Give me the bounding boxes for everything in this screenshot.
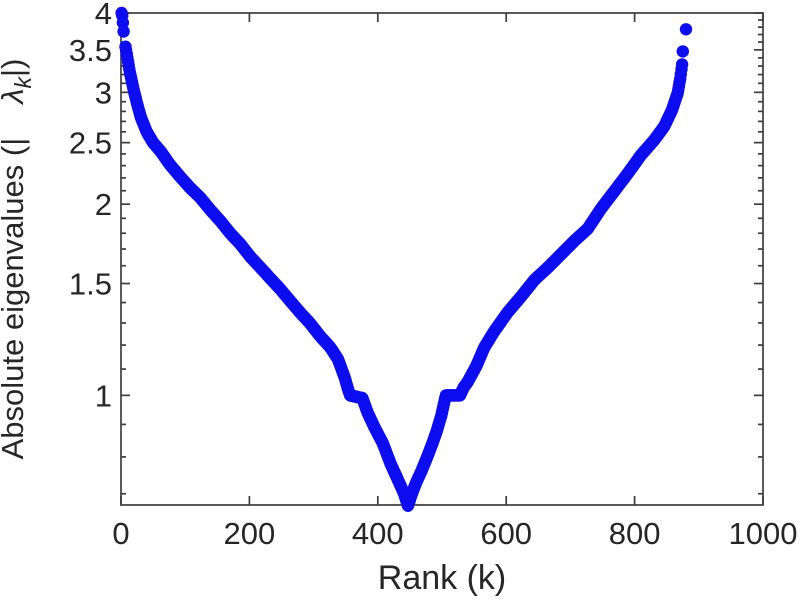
x-tick-label: 1000 bbox=[729, 516, 798, 551]
axis-box bbox=[120, 12, 764, 506]
y-axis-label: Absolute eigenvalues (|λk|) bbox=[0, 59, 36, 460]
y-tick-labels: 1 1.5 2 2.5 3 3.54 bbox=[69, 0, 112, 413]
data-point bbox=[675, 58, 689, 71]
data-point bbox=[679, 23, 693, 36]
y-tick-label: 4 bbox=[95, 0, 112, 31]
y-tick-label: 3 bbox=[95, 75, 112, 110]
y-tick-label: 2.5 bbox=[69, 126, 112, 161]
y-tick-label: 1.5 bbox=[69, 267, 112, 302]
y-tick-label: 3.5 bbox=[69, 33, 112, 68]
x-tick-label: 600 bbox=[480, 516, 532, 551]
x-tick-label: 200 bbox=[224, 516, 276, 551]
x-tick-label: 800 bbox=[609, 516, 661, 551]
x-tick-label: 400 bbox=[352, 516, 404, 551]
x-axis-label: Rank (k) bbox=[378, 559, 506, 597]
data-point bbox=[117, 25, 130, 38]
y-tick-label: 1 bbox=[95, 378, 112, 413]
axis-labels: 0 200 400 600 800 1000 1 1.5 2 2.5 3 3.54 Rank (k)… bbox=[0, 0, 797, 597]
y-tick-label: 2 bbox=[95, 187, 112, 222]
x-tick-labels: 0 200 400 600 800 1000 bbox=[112, 516, 797, 551]
eigenvalue-data-points bbox=[115, 6, 693, 512]
x-tick-label: 0 bbox=[112, 516, 129, 551]
data-point bbox=[676, 45, 689, 58]
